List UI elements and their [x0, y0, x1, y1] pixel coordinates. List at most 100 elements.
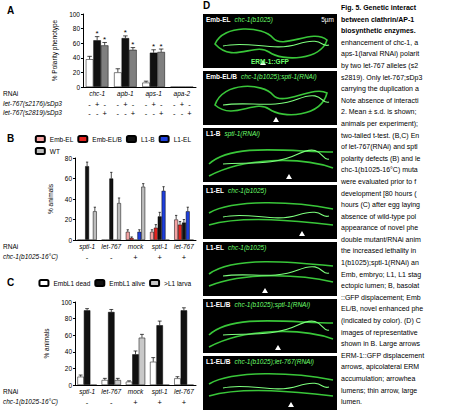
svg-text:A: A [7, 5, 14, 16]
svg-text:+: + [95, 100, 100, 109]
svg-text:B: B [7, 133, 14, 144]
svg-text:-: - [110, 398, 113, 407]
svg-text:20: 20 [65, 216, 73, 223]
svg-text:-: - [145, 109, 148, 118]
svg-text:100: 100 [69, 11, 80, 18]
svg-text:40: 40 [65, 196, 73, 203]
svg-text:60: 60 [73, 40, 81, 47]
svg-text:-: - [181, 109, 184, 118]
svg-text:-: - [96, 109, 99, 118]
html-text:Note absence of interacti: Note absence of interacti [341, 96, 419, 104]
svg-text:sptl-1: sptl-1 [152, 388, 168, 396]
svg-text:*: * [160, 42, 163, 51]
svg-text:40: 40 [73, 54, 81, 61]
svg-text:*: * [124, 28, 127, 37]
svg-text:+: + [133, 398, 138, 407]
svg-text:Emb-EL: Emb-EL [50, 136, 74, 143]
html-text:aps-1(larval RNAi) polarit: aps-1(larval RNAi) polarit [341, 50, 420, 58]
svg-text:L1-B: L1-B [141, 136, 155, 143]
svg-text:chc-1(b1025-16°C): chc-1(b1025-16°C) [3, 253, 58, 261]
svg-text:sptl-1: sptl-1 [79, 388, 95, 396]
svg-text:-: - [110, 253, 113, 262]
svg-text:>L1 larva: >L1 larva [164, 280, 191, 287]
svg-text:apa-2: apa-2 [174, 90, 191, 98]
svg-text:0: 0 [68, 382, 72, 389]
svg-text:-: - [132, 100, 135, 109]
svg-text:mock: mock [128, 243, 144, 250]
svg-text:-: - [88, 109, 91, 118]
svg-text:20: 20 [73, 69, 81, 76]
svg-text:sptl-1: sptl-1 [152, 243, 168, 251]
svg-text:RNAi: RNAi [3, 388, 18, 395]
svg-text:-: - [152, 109, 155, 118]
svg-text:-: - [86, 398, 89, 407]
svg-text:+: + [131, 109, 136, 118]
svg-text:-: - [117, 100, 120, 109]
svg-text:EmbL1 alive: EmbL1 alive [109, 280, 145, 287]
svg-text:chc-1(b1025-16°C): chc-1(b1025-16°C) [3, 398, 58, 406]
svg-text:-: - [145, 100, 148, 109]
svg-text:+: + [158, 253, 163, 262]
svg-text:+: + [182, 253, 187, 262]
svg-text:% Polarity phenotype: % Polarity phenotype [51, 19, 59, 81]
html-text:enhancement of chc-1, a: enhancement of chc-1, a [341, 38, 419, 46]
svg-text:let-767: let-767 [174, 388, 194, 395]
svg-text:80: 80 [65, 155, 73, 162]
svg-text:60: 60 [65, 175, 73, 182]
svg-text:-: - [117, 109, 120, 118]
svg-text:*: * [103, 35, 106, 44]
svg-text:Emb-EL/B: Emb-EL/B [92, 136, 122, 143]
svg-text:+: + [180, 100, 185, 109]
svg-text:let-767: let-767 [101, 243, 121, 250]
svg-text:chc-1: chc-1 [89, 90, 105, 97]
svg-text:mock: mock [128, 388, 144, 395]
svg-text:+: + [102, 109, 107, 118]
svg-text:WT: WT [50, 148, 60, 155]
svg-text:*: * [96, 29, 99, 38]
svg-text:-: - [86, 253, 89, 262]
svg-text:*: * [131, 40, 134, 49]
svg-text:60: 60 [65, 332, 73, 339]
svg-text:+: + [182, 398, 187, 407]
svg-text:80: 80 [73, 25, 81, 32]
svg-text:-: - [103, 100, 106, 109]
svg-text:let-767: let-767 [174, 243, 194, 250]
svg-text:0: 0 [76, 84, 80, 91]
svg-text:+: + [123, 100, 128, 109]
svg-text:-: - [124, 109, 127, 118]
svg-text:sptl-1: sptl-1 [79, 243, 95, 251]
svg-text:RNAi: RNAi [3, 90, 18, 97]
html-text:carrying the duplication a: carrying the duplication a [341, 85, 419, 93]
svg-text:+: + [151, 100, 156, 109]
html-text:D: D [203, 0, 211, 11]
svg-text:80: 80 [65, 315, 73, 322]
svg-text:100: 100 [61, 299, 72, 306]
svg-text:% animals: % animals [47, 183, 54, 214]
svg-text:+: + [158, 398, 163, 407]
svg-text:40: 40 [65, 348, 73, 355]
svg-text:let-767(s2819)/sDp3: let-767(s2819)/sDp3 [3, 109, 62, 117]
svg-text:let-767(s2176)/sDp3: let-767(s2176)/sDp3 [3, 100, 62, 108]
svg-text:*: * [152, 42, 155, 51]
svg-text:C: C [7, 277, 14, 288]
svg-text:RNAi: RNAi [3, 243, 18, 250]
svg-text:L1-EL: L1-EL [174, 136, 192, 143]
svg-text:aps-1: aps-1 [145, 90, 162, 98]
svg-text:+: + [159, 109, 164, 118]
html-text:between clathrin/AP-1: between clathrin/AP-1 [341, 15, 415, 23]
svg-text:% animals: % animals [43, 328, 50, 359]
svg-text:+: + [133, 253, 138, 262]
svg-text:-: - [173, 100, 176, 109]
svg-text:20: 20 [65, 365, 73, 372]
svg-text:-: - [88, 100, 91, 109]
svg-text:let-767: let-767 [101, 388, 121, 395]
svg-text:-: - [173, 109, 176, 118]
svg-text:EmbL1 dead: EmbL1 dead [53, 280, 90, 287]
svg-text:apb-1: apb-1 [117, 90, 134, 98]
svg-text:-: - [160, 100, 163, 109]
html-text:biosynthetic enzymes.: biosynthetic enzymes. [341, 27, 416, 35]
html-text:s2819). Only let-767;sDp3: s2819). Only let-767;sDp3 [341, 73, 423, 81]
svg-text:-: - [188, 100, 191, 109]
svg-text:+: + [187, 109, 192, 118]
svg-text:0: 0 [68, 237, 72, 244]
